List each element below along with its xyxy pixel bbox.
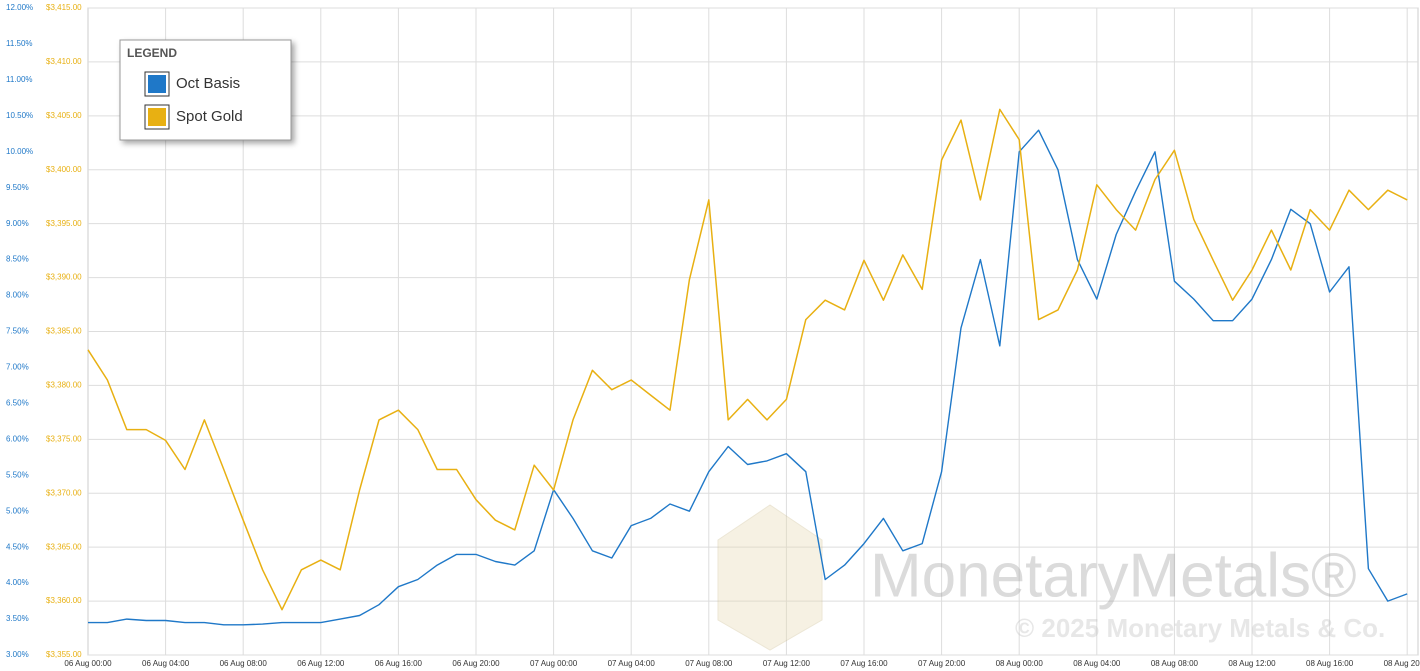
x-tick-label: 06 Aug 20:00 <box>452 659 500 668</box>
x-tick-label: 07 Aug 16:00 <box>840 659 888 668</box>
x-tick-label: 08 Aug 00:00 <box>996 659 1044 668</box>
legend-swatch <box>148 108 166 126</box>
legend-label: Oct Basis <box>176 75 240 92</box>
y2-tick-label: $3,375.00 <box>46 434 82 443</box>
y-tick-label: 5.50% <box>6 470 29 479</box>
y-tick-label: 11.00% <box>6 75 33 84</box>
series-line <box>88 129 1408 626</box>
x-tick-label: 06 Aug 04:00 <box>142 659 190 668</box>
y-tick-label: 6.00% <box>6 434 29 443</box>
y-tick-label: 6.50% <box>6 398 29 407</box>
legend: LEGEND Oct Basis Spot Gold <box>119 39 292 141</box>
y2-tick-label: $3,405.00 <box>46 111 82 120</box>
y2-tick-label: $3,390.00 <box>46 273 82 282</box>
y2-tick-label: $3,380.00 <box>46 381 82 390</box>
y-tick-label: 10.50% <box>6 111 33 120</box>
y-tick-label: 7.00% <box>6 363 29 372</box>
watermark: MonetaryMetals® © 2025 Monetary Metals &… <box>717 504 1385 651</box>
x-tick-label: 08 Aug 04:00 <box>1073 659 1121 668</box>
legend-title: LEGEND <box>127 46 177 60</box>
x-tick-label: 07 Aug 00:00 <box>530 659 578 668</box>
y-tick-label: 3.00% <box>6 650 29 659</box>
y2-tick-label: $3,360.00 <box>46 596 82 605</box>
y2-tick-label: $3,385.00 <box>46 327 82 336</box>
x-tick-label: 07 Aug 08:00 <box>685 659 733 668</box>
y-tick-label: 12.00% <box>6 3 33 12</box>
y-tick-label: 10.00% <box>6 147 33 156</box>
copyright: © 2025 Monetary Metals & Co. <box>1015 613 1385 643</box>
x-tick-label: 06 Aug 08:00 <box>220 659 268 668</box>
y-tick-label: 9.00% <box>6 219 29 228</box>
x-tick-label: 06 Aug 12:00 <box>297 659 345 668</box>
lines <box>87 108 1408 626</box>
y-tick-label: 8.50% <box>6 255 29 264</box>
y2-tick-label: $3,370.00 <box>46 488 82 497</box>
y2-tick-label: $3,395.00 <box>46 219 82 228</box>
x-tick-label: 06 Aug 00:00 <box>64 659 112 668</box>
x-tick-label: 07 Aug 20:00 <box>918 659 966 668</box>
y-tick-label: 8.00% <box>6 291 29 300</box>
y-tick-label: 5.00% <box>6 506 29 515</box>
y2-tick-label: $3,355.00 <box>46 650 82 659</box>
axes: 3.00% 3.50% 4.00% 4.50% 5.00% 5.50% 6.00% 6.50%… <box>4 3 1420 668</box>
legend-swatch <box>148 75 166 93</box>
watermark-logo <box>717 504 823 651</box>
x-tick-label: 07 Aug 12:00 <box>763 659 811 668</box>
y-tick-label: 9.50% <box>6 183 29 192</box>
x-tick-label: 08 Aug 08:00 <box>1151 659 1199 668</box>
y-tick-label: 4.50% <box>6 542 29 551</box>
y2-tick-label: $3,415.00 <box>46 3 82 12</box>
y-tick-label: 3.50% <box>6 614 29 623</box>
series-line <box>87 108 1408 611</box>
x-tick-label: 08 Aug 16:00 <box>1306 659 1354 668</box>
x-tick-label: 08 Aug 12:00 <box>1228 659 1276 668</box>
y2-tick-label: $3,410.00 <box>46 57 82 66</box>
y-tick-label: 4.00% <box>6 578 29 587</box>
watermark-text: MonetaryMetals® <box>870 541 1357 610</box>
x-tick-label: 08 Aug 20:00 <box>1384 659 1420 668</box>
y-tick-label: 11.50% <box>6 39 33 48</box>
x-tick-label: 07 Aug 04:00 <box>608 659 656 668</box>
y2-tick-label: $3,365.00 <box>46 542 82 551</box>
legend-label: Spot Gold <box>176 108 243 125</box>
y2-tick-label: $3,400.00 <box>46 165 82 174</box>
x-tick-label: 06 Aug 16:00 <box>375 659 423 668</box>
y-tick-label: 7.50% <box>6 327 29 336</box>
